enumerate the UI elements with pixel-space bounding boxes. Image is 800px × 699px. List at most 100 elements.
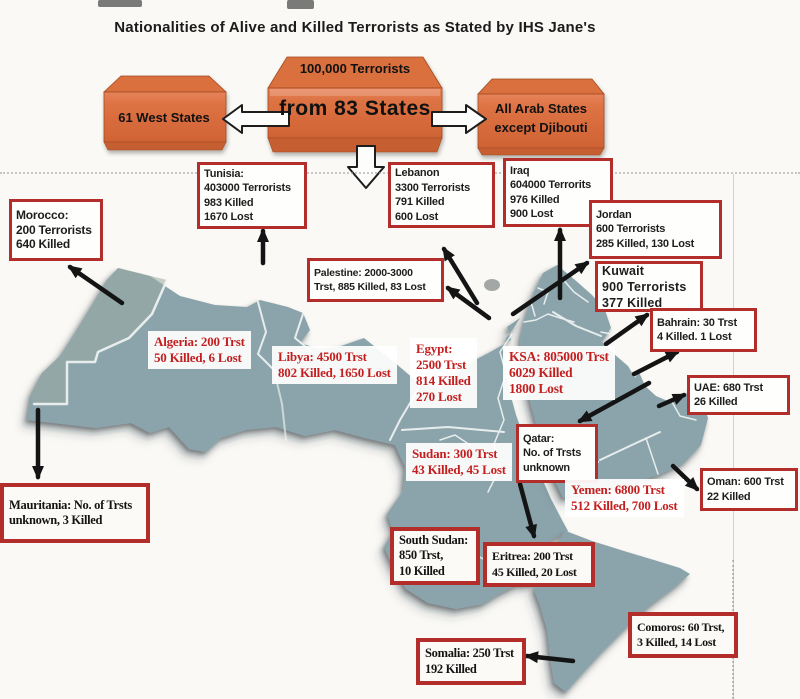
label-morocco: Morocco: 200 Terrorists 640 Killed [9, 199, 103, 261]
scan-smudge [287, 0, 314, 9]
label-eritrea: Eritrea: 200 Trst 45 Killed, 20 Lost [483, 542, 595, 587]
label-line: Kuwait [602, 263, 645, 278]
label-line: KSA: 805000 Trst [509, 349, 609, 364]
label-line: 4 Killed. 1 Lost [657, 331, 732, 343]
flow-boxes [102, 56, 605, 156]
label-yemen: Yemen: 6800 Trst 512 Killed, 700 Lost [565, 479, 684, 517]
label-line: 814 Killed [416, 373, 471, 388]
label-ksa: KSA: 805000 Trst 6029 Killed 1800 Lost [503, 346, 615, 400]
label-south-sudan: South Sudan: 850 Trst, 10 Killed [390, 527, 480, 585]
arrow-jordan [510, 260, 590, 317]
label-line: 900 Terrorists [602, 279, 687, 294]
label-line: 50 Killed, 6 Lost [154, 350, 242, 365]
left-flow-arrow [222, 104, 290, 134]
label-line: 200 Terrorists [16, 222, 92, 237]
label-line: 983 Killed [204, 196, 254, 209]
label-sudan: Sudan: 300 Trst 43 Killed, 45 Lost [406, 443, 512, 481]
label-oman: Oman: 600 Trst 22 Killed [700, 468, 798, 511]
page-title: Nationalities of Alive and Killed Terror… [114, 19, 596, 36]
label-mauritania: Mauritania: No. of Trsts unknown, 3 Kille… [0, 483, 150, 543]
label-bahrain: Bahrain: 30 Trst 4 Killed. 1 Lost [650, 308, 757, 352]
label-line: 604000 Terrorits [510, 179, 591, 191]
label-line: 43 Killed, 45 Lost [412, 462, 506, 477]
total-box-top-label: 100,000 Terrorists [299, 61, 411, 76]
label-line: South Sudan: [399, 532, 469, 547]
label-line: 2500 Trst [416, 357, 467, 372]
arab-states-line1: All Arab States [495, 101, 587, 116]
label-qatar: Qatar: No. of Trsts unknown [516, 424, 598, 483]
total-box-front-label: from 83 States [279, 97, 431, 120]
label-line: 270 Lost [416, 389, 462, 404]
label-line: Libya: 4500 Trst [278, 349, 367, 364]
label-comoros: Comoros: 60 Trst, 3 Killed, 14 Lost [628, 612, 738, 658]
label-line: 976 Killed [510, 193, 560, 206]
label-palestine: Palestine: 2000-3000 Trst, 885 Killed, 83… [307, 258, 444, 302]
label-line: 600 Terrorists [596, 223, 666, 236]
label-line: 3300 Terrorists [395, 181, 471, 194]
label-libya: Libya: 4500 Trst 802 Killed, 1650 Lost [272, 346, 397, 384]
label-line: Jordan [596, 208, 632, 221]
label-line: 791 Killed [395, 196, 445, 208]
arrow-palestine [445, 285, 492, 321]
arrow-somalia [524, 651, 576, 664]
label-line: 512 Killed, 700 Lost [571, 498, 678, 513]
label-line: 285 Killed, 130 Lost [596, 237, 695, 250]
label-line: Iraq [510, 164, 530, 177]
label-line: 1670 Lost [204, 211, 253, 223]
arab-states-line2: except Djibouti [494, 120, 588, 135]
label-line: 802 Killed, 1650 Lost [278, 365, 391, 380]
arrow-morocco [67, 264, 125, 306]
flow-arrows [222, 104, 487, 189]
label-line: 26 Killed [694, 396, 738, 408]
pointer-arrows [32, 227, 700, 664]
west-states-box [102, 75, 228, 151]
label-egypt: Egypt: 2500 Trst 814 Killed 270 Lost [410, 338, 477, 408]
label-line: Algeria: 200 Trst [154, 334, 245, 349]
west-states-label: 61 West States [118, 110, 210, 125]
label-line: Egypt: [416, 341, 453, 356]
label-line: Trst, 885 Killed, 83 Lost [314, 281, 426, 293]
label-line: 1800 Lost [509, 381, 564, 396]
label-algeria: Algeria: 200 Trst 50 Killed, 6 Lost [148, 331, 251, 369]
label-line: Lebanon [395, 167, 440, 179]
arrow-qatar [577, 380, 652, 424]
label-line: Tunisia: [204, 167, 244, 180]
label-line: 10 Killed [399, 563, 445, 578]
label-tunisia: Tunisia: 403000 Terrorists 983 Killed 1670 … [197, 162, 307, 229]
label-line: 600 Lost [395, 210, 439, 223]
label-line: 377 Killed [602, 295, 663, 310]
label-line: Mauritania: No. of Trsts [9, 497, 132, 512]
total-terrorists-box [267, 56, 443, 153]
label-line: 850 Trst, [399, 548, 444, 563]
arrow-bahrain-2 [631, 349, 680, 377]
arrow-bahrain [603, 312, 650, 347]
label-line: 403000 Terrorists [204, 182, 291, 194]
label-somalia: Somalia: 250 Trst 192 Killed [416, 638, 526, 685]
label-line: Somalia: 250 Trst [425, 646, 514, 660]
label-line: 900 Lost [510, 208, 554, 220]
label-line: UAE: 680 Trst [694, 381, 763, 394]
label-line: No. of Trsts [523, 447, 582, 460]
arrow-lebanon [441, 246, 480, 306]
label-line: 640 Killed [16, 237, 71, 252]
label-line: Bahrain: 30 Trst [657, 316, 737, 329]
arab-states-label: All Arab States except Djibouti [478, 99, 604, 137]
label-line: Yemen: 6800 Trst [571, 482, 665, 497]
label-line: 45 Killed, 20 Lost [492, 564, 577, 579]
label-uae: UAE: 680 Trst 26 Killed [687, 375, 790, 415]
label-line: Sudan: 300 Trst [412, 446, 498, 461]
down-flow-arrow [347, 145, 385, 189]
label-line: 192 Killed [425, 661, 477, 676]
page-fold-line [733, 174, 734, 699]
arrow-uae [656, 392, 687, 409]
label-line: Qatar: [523, 432, 555, 445]
right-flow-arrow [431, 104, 487, 134]
label-kuwait: Kuwait 900 Terrorists 377 Killed [595, 261, 703, 312]
label-line: 3 Killed, 14 Lost [637, 635, 716, 649]
label-line: 6029 Killed [509, 365, 573, 380]
label-line: Oman: 600 Trst [707, 476, 784, 488]
label-line: Palestine: 2000-3000 [314, 266, 413, 279]
arrow-eritrea [517, 481, 537, 539]
label-line: unknown [523, 461, 570, 474]
